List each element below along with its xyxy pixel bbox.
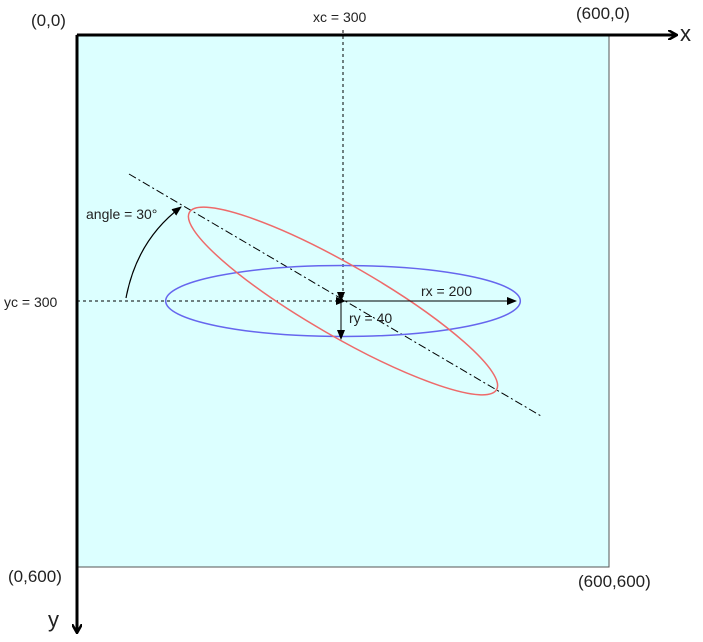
corner-label-top-right: (600,0) [576, 4, 630, 23]
angle-arc-arrow [125, 206, 182, 299]
x-axis-label: x [680, 21, 691, 46]
yc-label: yc = 300 [4, 294, 58, 310]
rx-label: rx = 200 [421, 283, 472, 299]
rotated-ellipse [187, 206, 499, 396]
ry-label: ry = 40 [349, 310, 392, 326]
corner-label-top-left: (0,0) [31, 11, 66, 30]
y-axis-label: y [48, 607, 59, 632]
corner-label-bottom-left: (0,600) [8, 567, 62, 586]
corner-label-bottom-right: (600,600) [578, 572, 651, 591]
angle-label: angle = 30° [86, 206, 157, 222]
xc-label: xc = 300 [313, 9, 367, 25]
